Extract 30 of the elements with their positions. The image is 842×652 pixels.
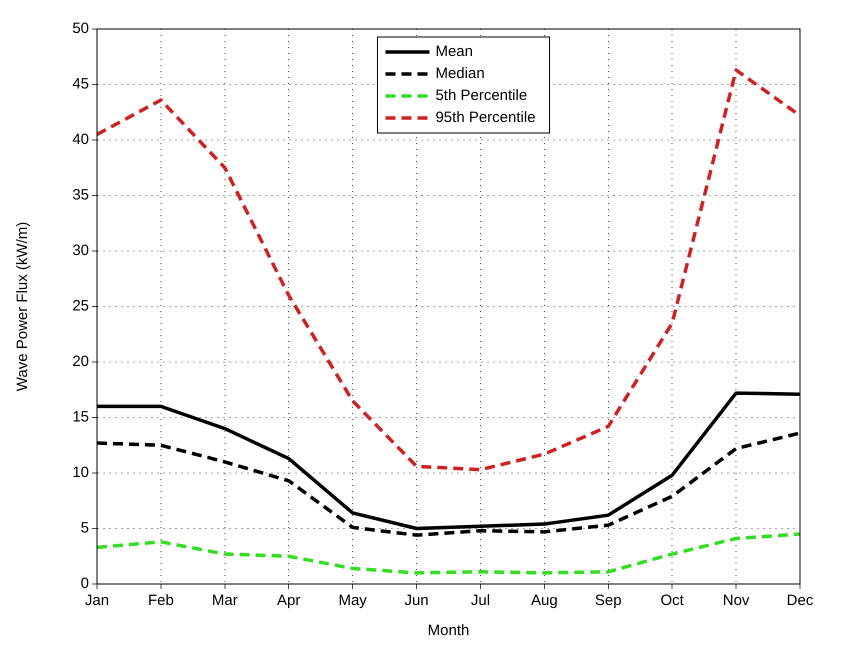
- x-tick-label: Nov: [722, 592, 750, 610]
- y-tick-label: 50: [72, 20, 89, 38]
- y-tick-label: 45: [72, 76, 89, 93]
- x-tick-label: Jan: [84, 592, 110, 610]
- x-tick-label: Apr: [277, 592, 300, 610]
- x-tick-label: Mar: [212, 592, 238, 610]
- y-tick-label: 5: [80, 520, 89, 537]
- y-tick-label: 15: [72, 408, 89, 426]
- x-tick-label: Oct: [660, 592, 685, 610]
- legend-label: Mean: [435, 43, 473, 60]
- y-tick-label: 10: [72, 464, 89, 482]
- y-tick-label: 40: [72, 131, 89, 148]
- x-tick-label: Sep: [594, 592, 622, 610]
- x-tick-label: Jun: [404, 592, 429, 610]
- line-series: [95, 532, 802, 575]
- x-axis-title: Month: [428, 622, 470, 640]
- y-tick-label: 30: [72, 242, 89, 260]
- y-tick-label: 20: [72, 353, 89, 370]
- legend-label: Median: [435, 65, 485, 82]
- x-tick-label: Aug: [531, 592, 558, 610]
- y-tick-label: 25: [72, 298, 89, 315]
- x-tick-label: Feb: [148, 592, 174, 610]
- y-axis-title: Wave Power Flux (kW/m): [14, 222, 32, 392]
- y-tick-label: 0: [80, 575, 89, 592]
- x-tick-label: Dec: [786, 592, 814, 610]
- y-tick-label: 35: [72, 186, 89, 204]
- legend-label: 5th Percentile: [435, 87, 528, 104]
- legend-label: 95th Percentile: [435, 109, 536, 126]
- x-tick-label: May: [338, 592, 368, 610]
- x-tick-label: Jul: [470, 592, 490, 610]
